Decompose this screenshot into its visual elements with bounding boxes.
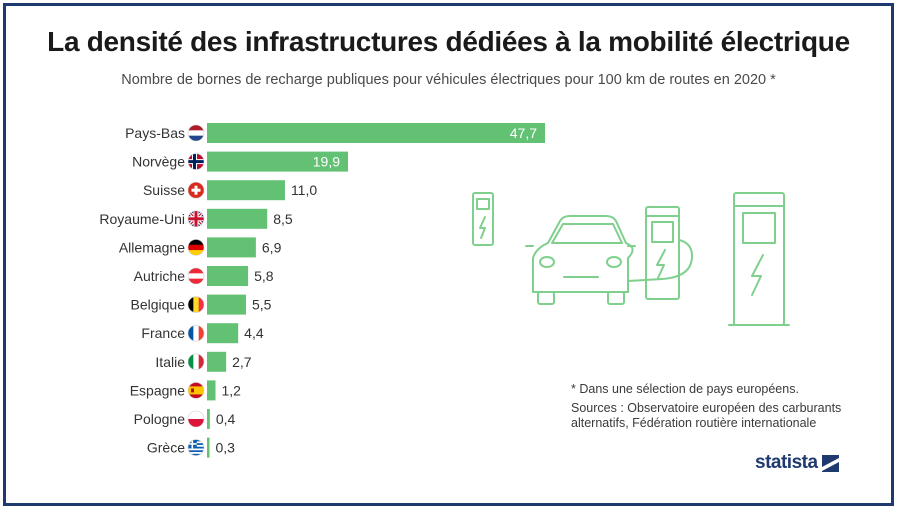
bar-pays-bas (207, 123, 545, 143)
bar-belgique (207, 294, 246, 315)
value-label: 0,4 (216, 411, 236, 427)
category-label: Autriche (134, 268, 186, 284)
category-label: Suisse (143, 182, 185, 198)
bar-france (207, 323, 239, 344)
value-label: 8,5 (273, 211, 293, 227)
infographic-frame (3, 3, 894, 506)
bar-royaume-uni (207, 208, 268, 229)
germany-flag-icon (187, 239, 205, 256)
statista-logo: statista (755, 452, 839, 474)
value-label: 2,7 (232, 354, 252, 370)
footnote: * Dans une sélection de pays européens. (571, 382, 799, 396)
small-charger-icon (472, 192, 494, 246)
belgium-flag-icon (187, 296, 205, 313)
category-label: Espagne (130, 382, 185, 398)
norway-flag-icon (187, 153, 205, 170)
austria-flag-icon (187, 267, 205, 285)
bar-norvège (207, 151, 349, 172)
category-label: Allemagne (119, 239, 185, 255)
value-label: 11,0 (291, 182, 317, 198)
statista-logo-icon (821, 454, 839, 472)
chart-subtitle: Nombre de bornes de recharge publiques p… (121, 72, 776, 88)
category-label: Pologne (134, 411, 186, 427)
category-label: Grèce (147, 440, 185, 456)
bar-pologne (207, 409, 210, 429)
france-flag-icon (187, 324, 205, 342)
bar-suisse (207, 180, 285, 201)
value-label: 5,8 (254, 268, 274, 284)
ev-illustration (472, 192, 790, 326)
switzerland-flag-icon (187, 181, 205, 199)
charging-station-icon (627, 206, 693, 300)
value-label: 47,7 (510, 125, 537, 141)
italy-flag-icon (187, 353, 205, 371)
large-charging-station-icon (728, 192, 790, 326)
bars-group: Pays-Bas 47,7 Norvège 19,9 Suisse 11,0 Royaume… (99, 123, 545, 458)
category-label: Belgique (131, 297, 186, 313)
value-label: 5,5 (252, 297, 272, 313)
category-label: Royaume-Uni (99, 211, 185, 227)
netherlands-flag-icon (187, 124, 205, 142)
electric-car-icon (525, 215, 636, 305)
category-label: Italie (155, 354, 185, 370)
value-label: 4,4 (244, 325, 264, 341)
value-label: 19,9 (313, 154, 340, 170)
value-label: 1,2 (222, 382, 242, 398)
value-label: 6,9 (262, 239, 282, 255)
bar-italie (207, 351, 227, 372)
united-kingdom-flag-icon (187, 210, 205, 228)
bar-allemagne (207, 237, 256, 258)
spain-flag-icon (187, 382, 205, 399)
brand-name: statista (755, 452, 818, 473)
sources-text: Sources : Observatoire européen des carb… (571, 401, 842, 430)
chart-title: La densité des infrastructures dédiées à… (47, 26, 850, 57)
poland-flag-icon (187, 410, 205, 428)
category-label: Pays-Bas (125, 125, 185, 141)
greece-flag-icon (187, 439, 205, 456)
bar-espagne (207, 380, 216, 401)
bar-grèce (207, 437, 210, 458)
bar-autriche (207, 266, 249, 286)
value-label: 0,3 (216, 440, 236, 456)
category-label: Norvège (132, 154, 185, 170)
category-label: France (141, 325, 185, 341)
